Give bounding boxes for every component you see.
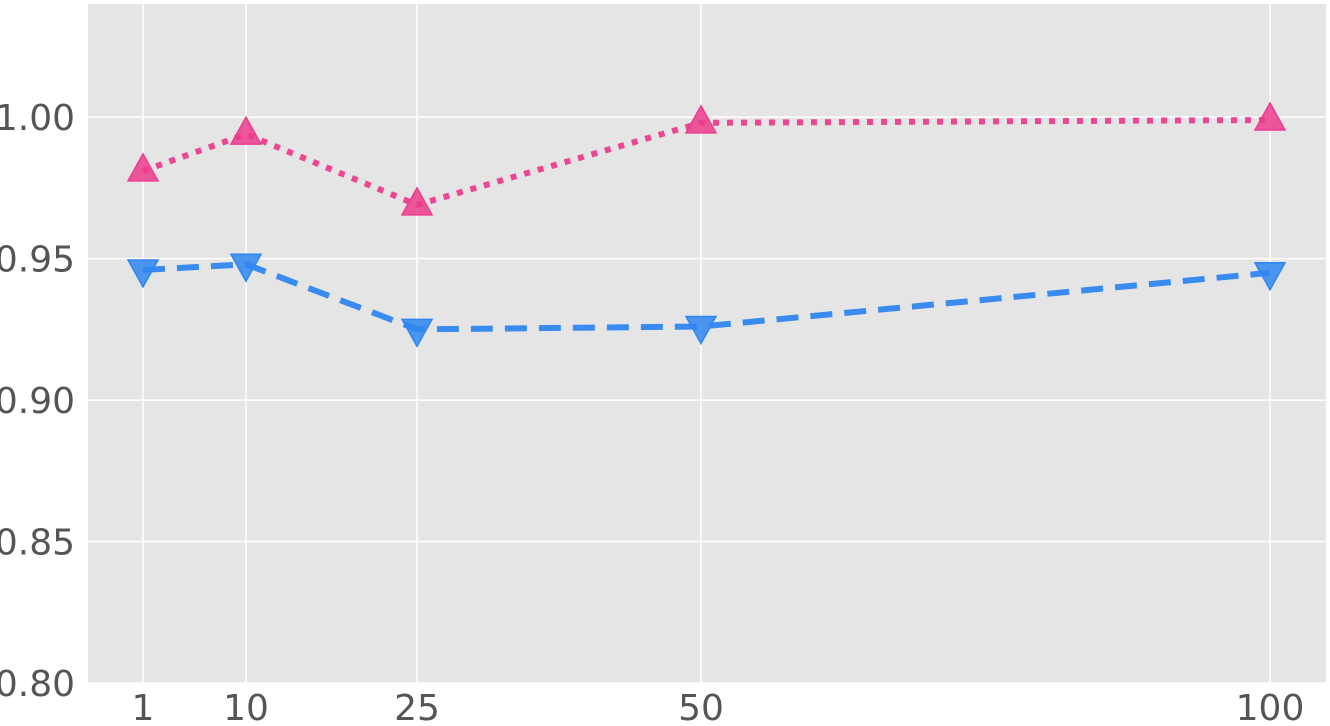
data-point-blue <box>684 315 718 346</box>
y-tick-label: 0.85 <box>0 523 75 564</box>
data-point-pink <box>126 152 160 182</box>
data-point-pink <box>684 104 718 134</box>
data-point-blue <box>1253 262 1287 292</box>
x-tick-label: 1 <box>132 688 155 726</box>
data-point-pink <box>400 186 434 216</box>
y-tick-label: 1.00 <box>0 98 75 139</box>
x-tick-label: 10 <box>223 688 269 726</box>
y-tick-label: 0.80 <box>0 664 75 705</box>
x-tick-label: 50 <box>678 688 724 726</box>
y-tick-labels: 0.80 0.85 0.90 0.95 1.00 <box>0 98 75 705</box>
series-markers <box>126 101 1287 348</box>
y-tick-label: 0.90 <box>0 381 75 422</box>
x-tick-label: 25 <box>394 688 440 726</box>
x-tick-label: 100 <box>1236 688 1305 726</box>
data-point-blue <box>400 318 434 348</box>
data-point-blue <box>126 259 160 289</box>
data-point-blue <box>229 253 263 283</box>
data-point-pink <box>229 115 263 145</box>
data-point-pink <box>1253 101 1287 131</box>
x-tick-labels: 1 10 25 50 100 <box>132 688 1305 726</box>
y-tick-label: 0.95 <box>0 240 75 281</box>
plot-background <box>88 4 1326 683</box>
